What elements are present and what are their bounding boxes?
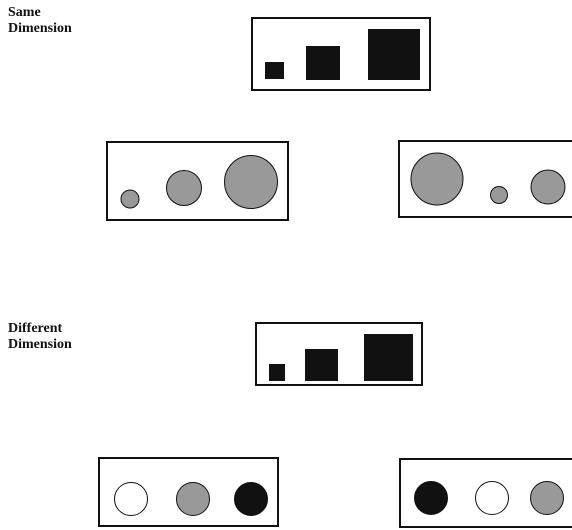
section-label-different-dimension: Different Dimension: [8, 321, 128, 353]
large-black-square: [364, 334, 413, 381]
section-label-same-dimension: Same Dimension: [8, 5, 128, 37]
large-gray-circle: [410, 152, 464, 206]
small-black-square: [265, 62, 284, 79]
section-label-different-line1: Different: [8, 321, 63, 336]
panel-different-sample-squares: [255, 322, 423, 386]
panel-different-left-graphic: [114, 482, 268, 516]
section-label-same-line1: Same: [8, 5, 41, 20]
small-black-square: [269, 364, 285, 381]
panel-same-right-graphic: [410, 152, 566, 206]
small-gray-circle: [120, 189, 140, 209]
small-gray-circle: [490, 186, 508, 204]
large-black-square: [368, 29, 420, 80]
panel-same-sample-squares: [251, 17, 431, 91]
large-gray-circle: [224, 155, 278, 209]
panel-different-sample-graphic: [269, 334, 413, 381]
section-label-same-line2: Dimension: [8, 21, 72, 36]
medium-gray-circle: [166, 170, 202, 206]
panel-same-sample-graphic: [265, 29, 420, 80]
gray-circle: [530, 481, 564, 515]
panel-different-match-circles-ascending: [98, 457, 279, 527]
medium-black-square: [305, 349, 338, 381]
white-circle: [114, 482, 148, 516]
panel-same-match-circles-ascending: [106, 141, 289, 221]
panel-different-right-graphic: [414, 481, 564, 515]
panel-different-match-circles-mixed: [399, 458, 572, 528]
panel-same-left-graphic: [120, 155, 278, 209]
panel-same-match-circles-mixed: [398, 140, 572, 218]
black-circle: [234, 482, 268, 516]
medium-black-square: [306, 46, 340, 80]
black-circle: [414, 481, 448, 515]
white-circle: [475, 481, 509, 515]
gray-circle: [176, 482, 210, 516]
medium-gray-circle: [530, 169, 566, 205]
section-label-different-line2: Dimension: [8, 337, 72, 352]
